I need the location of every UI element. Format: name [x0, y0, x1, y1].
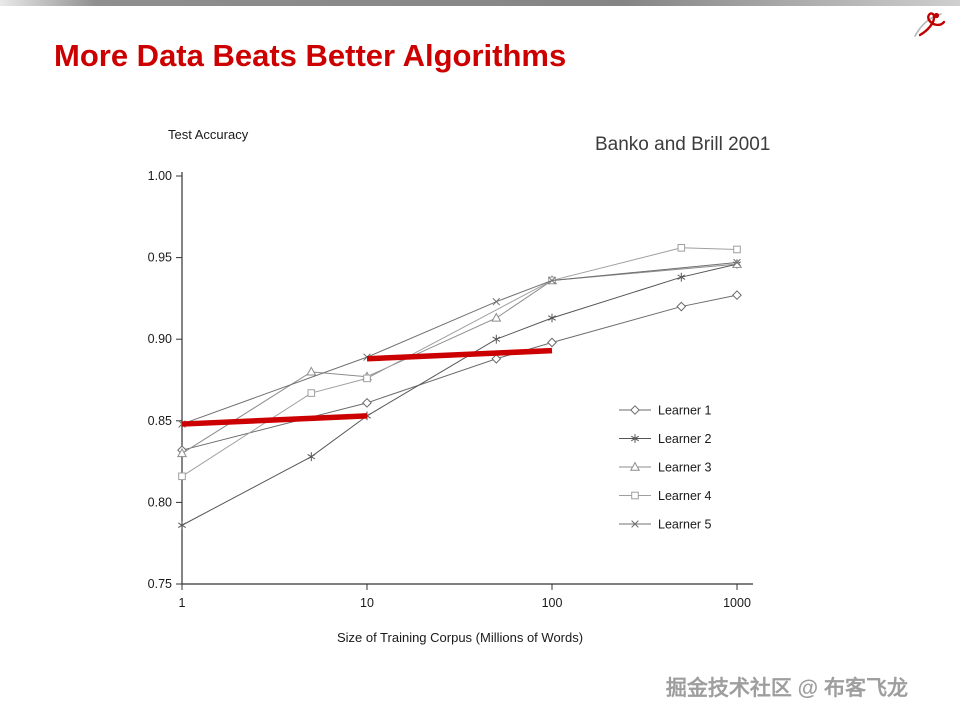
- y-tick-label: 0.85: [148, 414, 172, 428]
- legend-item: Learner 3: [619, 461, 712, 475]
- asterisk-marker-icon: [631, 434, 639, 443]
- y-tick-label: 0.75: [148, 577, 172, 591]
- x-marker-icon: [733, 258, 741, 267]
- legend-item: Learner 5: [619, 518, 712, 532]
- series-line: [181, 247, 738, 477]
- y-tick-label: 1.00: [148, 169, 172, 183]
- diamond-marker-icon: [491, 353, 502, 364]
- x-axis-title: Size of Training Corpus (Millions of Wor…: [336, 630, 584, 645]
- series-line: [181, 263, 738, 526]
- legend-label: Learner 4: [658, 489, 712, 503]
- y-tick-label: 0.80: [148, 495, 172, 509]
- x-tick-label: 1: [179, 596, 186, 610]
- series-line: [181, 261, 738, 425]
- square-marker-icon: [363, 374, 371, 383]
- legend-label: Learner 2: [658, 432, 712, 446]
- triangle-marker-icon: [629, 461, 641, 471]
- square-marker-icon: [677, 244, 686, 252]
- series-line: [181, 263, 738, 454]
- diamond-marker-icon: [630, 405, 640, 415]
- x-tick-label: 1000: [723, 596, 751, 610]
- diamond-marker-icon: [676, 301, 687, 312]
- square-marker-icon: [178, 472, 186, 481]
- y-tick-label: 0.90: [148, 332, 172, 346]
- x-marker-icon: [548, 276, 556, 285]
- triangle-marker-icon: [176, 448, 188, 458]
- asterisk-marker-icon: [492, 334, 501, 344]
- diamond-marker-icon: [362, 397, 372, 408]
- logo-icon: [914, 12, 946, 37]
- asterisk-marker-icon: [178, 520, 186, 530]
- watermark-text: 掘金技术社区 @ 布客飞龙: [665, 677, 908, 700]
- diamond-marker-icon: [732, 290, 742, 301]
- legend-label: Learner 5: [658, 518, 712, 532]
- x-tick-label: 100: [542, 596, 563, 610]
- emphasis-line: [181, 413, 368, 427]
- x-marker-icon: [631, 520, 639, 528]
- x-tick-label: 10: [360, 596, 374, 610]
- top-gradient-bar: [0, 0, 960, 6]
- legend-item: Learner 4: [619, 489, 712, 503]
- legend-label: Learner 3: [658, 461, 712, 475]
- y-tick-label: 0.95: [148, 251, 172, 265]
- emphasis-line: [366, 347, 553, 362]
- square-marker-icon: [631, 491, 639, 500]
- slide-title: More Data Beats Better Algorithms: [54, 38, 567, 73]
- square-marker-icon: [733, 245, 741, 254]
- triangle-marker-icon: [306, 366, 317, 376]
- chart-annotation: Banko and Brill 2001: [595, 134, 771, 155]
- x-marker-icon: [492, 297, 501, 306]
- legend-item: Learner 2: [619, 432, 712, 446]
- legend-item: Learner 1: [619, 404, 712, 418]
- asterisk-marker-icon: [548, 313, 556, 323]
- y-axis-title: Test Accuracy: [168, 127, 249, 142]
- asterisk-marker-icon: [677, 272, 686, 282]
- series-line: [181, 294, 738, 451]
- triangle-marker-icon: [731, 258, 743, 268]
- triangle-marker-icon: [491, 312, 502, 322]
- legend-label: Learner 1: [658, 404, 712, 418]
- square-marker-icon: [307, 389, 316, 397]
- diamond-marker-icon: [547, 337, 557, 348]
- asterisk-marker-icon: [307, 452, 316, 462]
